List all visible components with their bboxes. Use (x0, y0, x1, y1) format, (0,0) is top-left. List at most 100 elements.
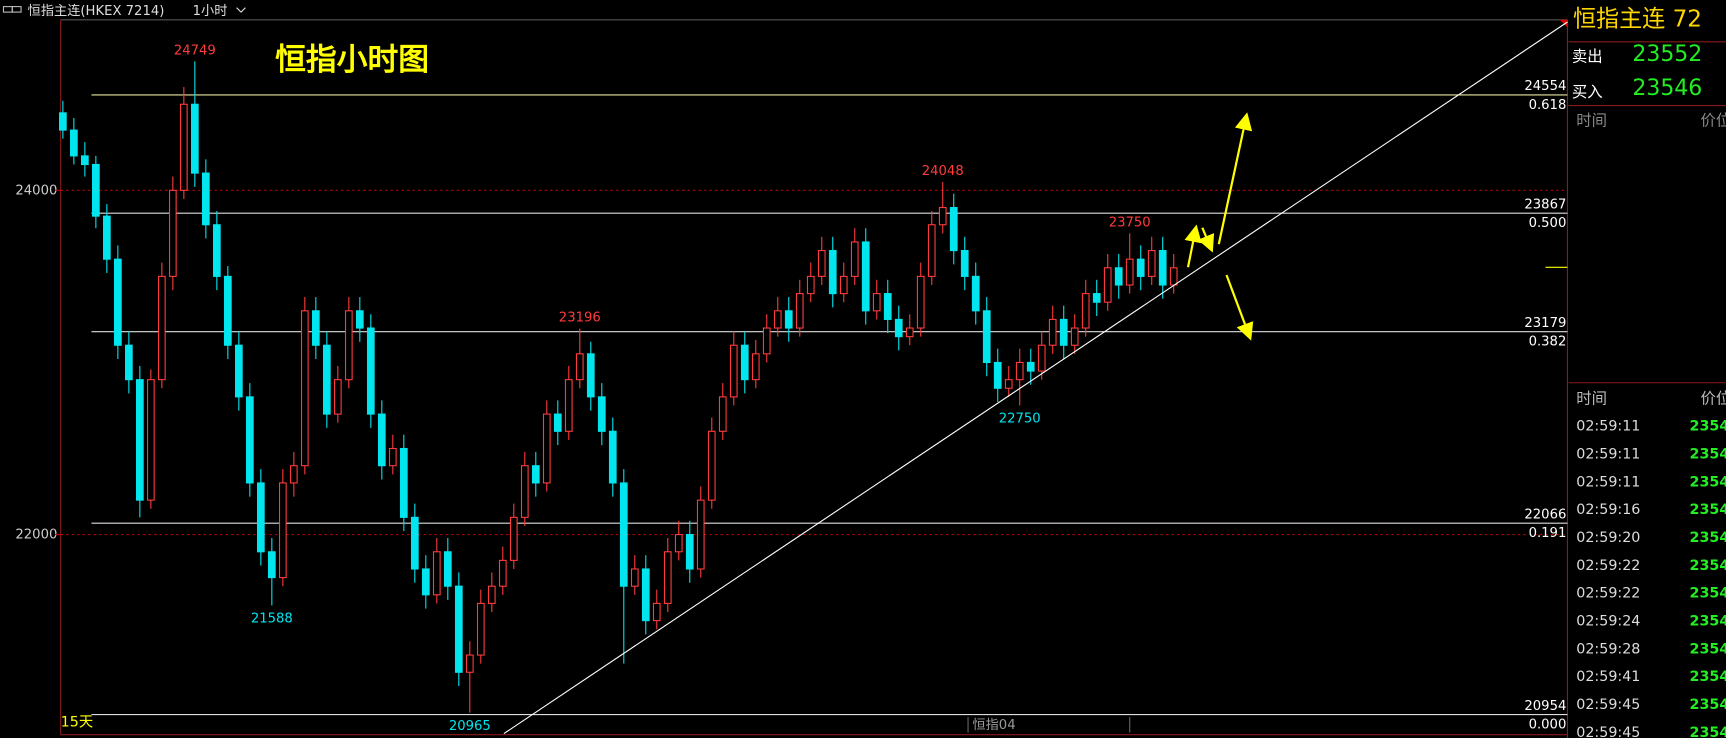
candle-body (1147, 250, 1156, 277)
arrow (1197, 227, 1215, 253)
tick-price: 2354 (1690, 502, 1726, 518)
buy-label: 买入 (1572, 83, 1603, 101)
tick-price: 2354 (1690, 558, 1726, 574)
candle-body (542, 413, 551, 484)
column-header: 时间 (1576, 390, 1607, 408)
fib-ratio: 0.000 (1529, 717, 1567, 732)
tick-time: 02:59:45 (1576, 697, 1640, 713)
candle-body (685, 534, 694, 570)
candle-body (168, 189, 177, 277)
candle-body (432, 551, 441, 596)
candle-body (487, 585, 496, 604)
column-header: 价位 (1701, 390, 1726, 408)
candle-body (993, 361, 1002, 389)
tick-time: 02:59:28 (1576, 641, 1640, 657)
period[interactable]: 1小时 (193, 3, 228, 19)
y-tick-label: 24000 (15, 183, 57, 198)
symbol[interactable]: 恒指主连(HKEX 7214) (28, 3, 165, 19)
candle-body (421, 568, 430, 596)
fib-price: 20954 (1524, 699, 1566, 714)
candle-body (311, 310, 320, 346)
candle-body (234, 344, 243, 398)
candle-body (498, 559, 507, 587)
candle-body (531, 465, 540, 484)
candle-body (1169, 267, 1178, 286)
fib-ratio: 0.382 (1529, 335, 1567, 350)
arrow (1225, 274, 1254, 341)
candle-body (872, 293, 881, 312)
candle-body (608, 430, 617, 484)
candle-body (135, 379, 144, 501)
candle-body (773, 310, 782, 329)
candle-body (465, 654, 474, 673)
fib-price: 23867 (1524, 197, 1566, 212)
candle-body (454, 585, 463, 673)
trend-line (503, 21, 1568, 735)
candle-body (355, 310, 364, 329)
quote-panel: 恒指主连 72 卖出 23552 买入 23546 时间 价位 时间 价位 02… (1568, 6, 1726, 738)
tick-price: 2354 (1690, 419, 1726, 435)
tick-list: 02:59:11 2354 02:59:11 2354 02:59:11 2354 02:5… (1576, 419, 1726, 738)
candle-body (157, 275, 166, 381)
candle-body (575, 353, 584, 381)
tick-time: 02:59:45 (1576, 725, 1640, 738)
candle-body (410, 516, 419, 570)
candle-body (212, 224, 221, 277)
candle-body (1158, 250, 1167, 286)
candle-body (795, 293, 804, 329)
candle-body (927, 224, 936, 277)
candle-body (245, 396, 254, 484)
candle-body (949, 206, 958, 252)
candle-body (630, 568, 639, 587)
buy-price: 23546 (1632, 76, 1702, 101)
candle-body (92, 163, 100, 217)
link-icon (11, 6, 22, 13)
arrows (1184, 112, 1254, 341)
candle-body (223, 275, 232, 346)
candle-body (388, 447, 397, 467)
footer-contract: 恒指04 (972, 717, 1015, 733)
fib-price: 24554 (1524, 79, 1566, 94)
fib-ratio: 0.191 (1529, 526, 1567, 541)
y-tick-label: 22000 (15, 528, 57, 543)
candle-body (663, 551, 672, 604)
candle-body (399, 447, 408, 518)
candle-body (597, 396, 606, 432)
quote-title: 恒指主连 72 (1573, 6, 1702, 32)
tick-price: 2354 (1690, 447, 1726, 463)
extreme-label: 24749 (174, 43, 216, 58)
dropdown-caret[interactable] (236, 7, 246, 13)
candle-body (1103, 267, 1112, 303)
tick-price: 2354 (1690, 530, 1726, 546)
extreme-label: 24048 (922, 164, 964, 179)
candle-body (267, 551, 276, 579)
candle-body (652, 602, 661, 622)
tick-price: 2354 (1690, 725, 1726, 738)
candle-body (300, 310, 309, 467)
candle-body (278, 482, 287, 579)
candle-body (1059, 318, 1068, 346)
top-bar: 恒指主连(HKEX 7214) 1小时 (2, 3, 246, 19)
tick-time: 02:59:24 (1576, 614, 1640, 630)
extreme-label: 23196 (559, 311, 601, 326)
candle-body (70, 129, 78, 157)
candle-body (971, 275, 980, 312)
candle-body (1015, 361, 1024, 381)
candle-body (333, 379, 342, 415)
candle-body (674, 534, 683, 553)
tick-price: 2354 (1690, 614, 1726, 630)
candle-body (125, 344, 133, 381)
extreme-label: 20965 (449, 719, 491, 734)
fib-ratio: 0.500 (1529, 216, 1567, 231)
tick-time: 02:59:11 (1576, 474, 1640, 490)
candle-body (146, 379, 155, 501)
candle-body (256, 482, 265, 553)
candle-body (883, 293, 892, 320)
tick-time: 02:59:20 (1576, 530, 1640, 546)
extreme-label: 23750 (1109, 215, 1151, 230)
column-header: 时间 (1576, 111, 1607, 129)
candle-body (509, 516, 518, 561)
candle-body (828, 250, 837, 295)
